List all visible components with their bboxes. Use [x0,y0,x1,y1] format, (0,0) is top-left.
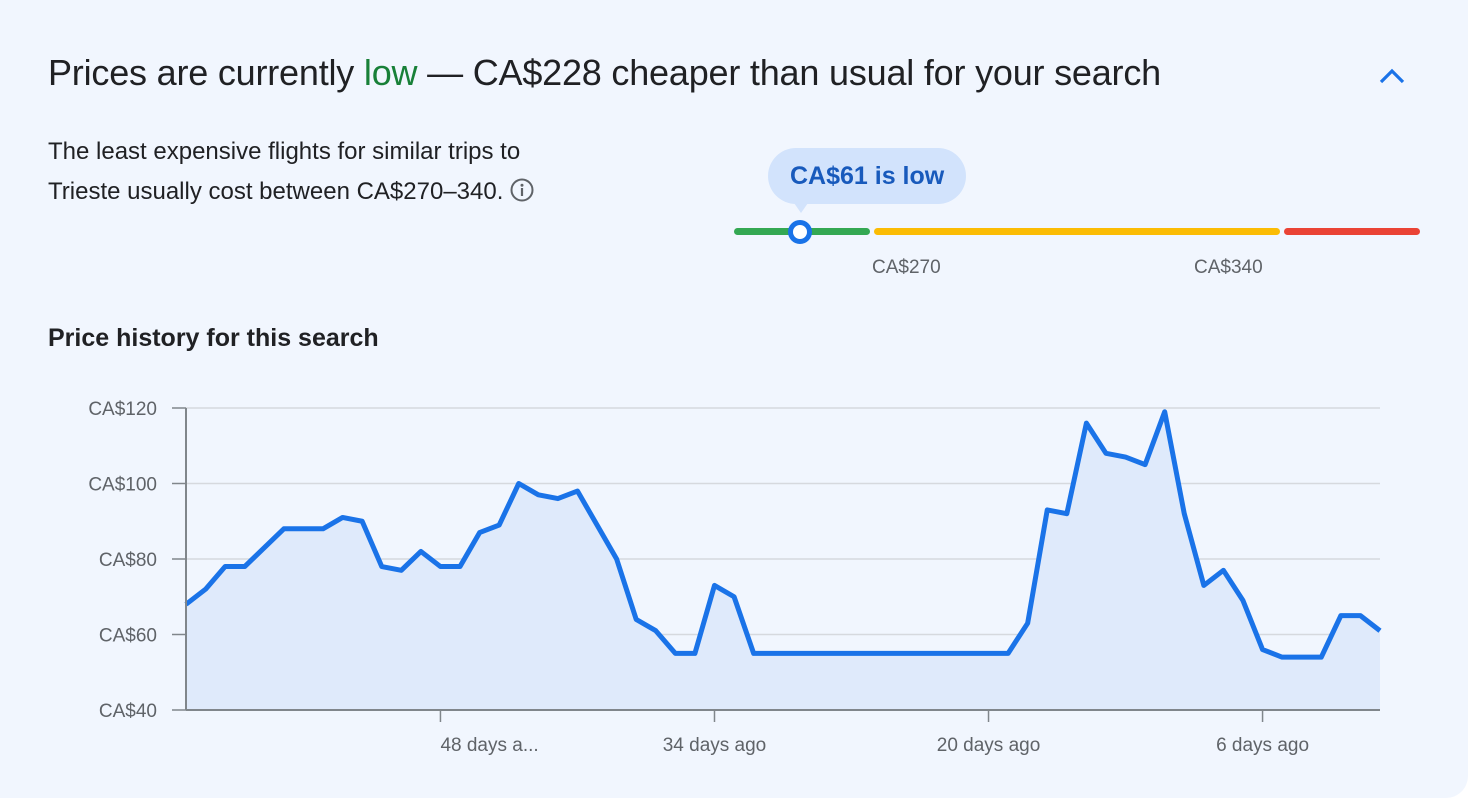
info-button[interactable] [509,176,535,216]
headline-suffix: — CA$228 cheaper than usual for your sea… [417,52,1161,93]
range-high-segment [1284,228,1420,235]
x-tick-label: 6 days ago [1216,735,1309,756]
price-status-badge: low [363,52,418,93]
collapse-button[interactable] [1368,56,1416,96]
headline-prefix: Prices are currently [48,52,364,93]
price-line [184,409,1382,660]
price-range-indicator: CA$61 is low CA$270 CA$340 [732,140,1422,290]
info-icon [510,178,534,202]
price-status-headline: Prices are currently low — CA$228 cheape… [48,50,1161,96]
range-high-threshold-label: CA$340 [1194,257,1263,278]
price-history-chart[interactable]: CA$120 CA$100 CA$80 CA$60 CA$40 48 days a...… [0,380,1468,780]
y-tick-label: CA$100 [88,475,157,496]
chevron-up-icon [1379,68,1405,84]
y-tick-label: CA$80 [99,550,157,571]
price-area-fill [186,411,1380,710]
y-tick-label: CA$60 [99,626,157,647]
x-tick-label: 20 days ago [937,735,1041,756]
range-typical-segment [874,228,1280,235]
y-tick-label: CA$120 [88,399,157,420]
range-low-threshold-label: CA$270 [872,257,941,278]
y-axis-labels: CA$120 CA$100 CA$80 CA$60 CA$40 [88,399,157,722]
current-price-bubble: CA$61 is low [768,148,967,204]
typical-price-description: The least expensive flights for similar … [48,132,568,216]
description-text: The least expensive flights for similar … [48,138,521,205]
x-tick-label: 48 days a... [440,735,538,756]
x-axis-labels: 48 days a... 34 days ago 20 days ago 6 days… [440,735,1309,756]
chart-axes [185,408,1380,722]
chart-title: Price history for this search [48,324,379,352]
current-price-marker [788,220,812,244]
bubble-pointer [794,203,808,213]
x-tick-label: 34 days ago [663,735,767,756]
y-tick-label: CA$40 [99,701,157,722]
